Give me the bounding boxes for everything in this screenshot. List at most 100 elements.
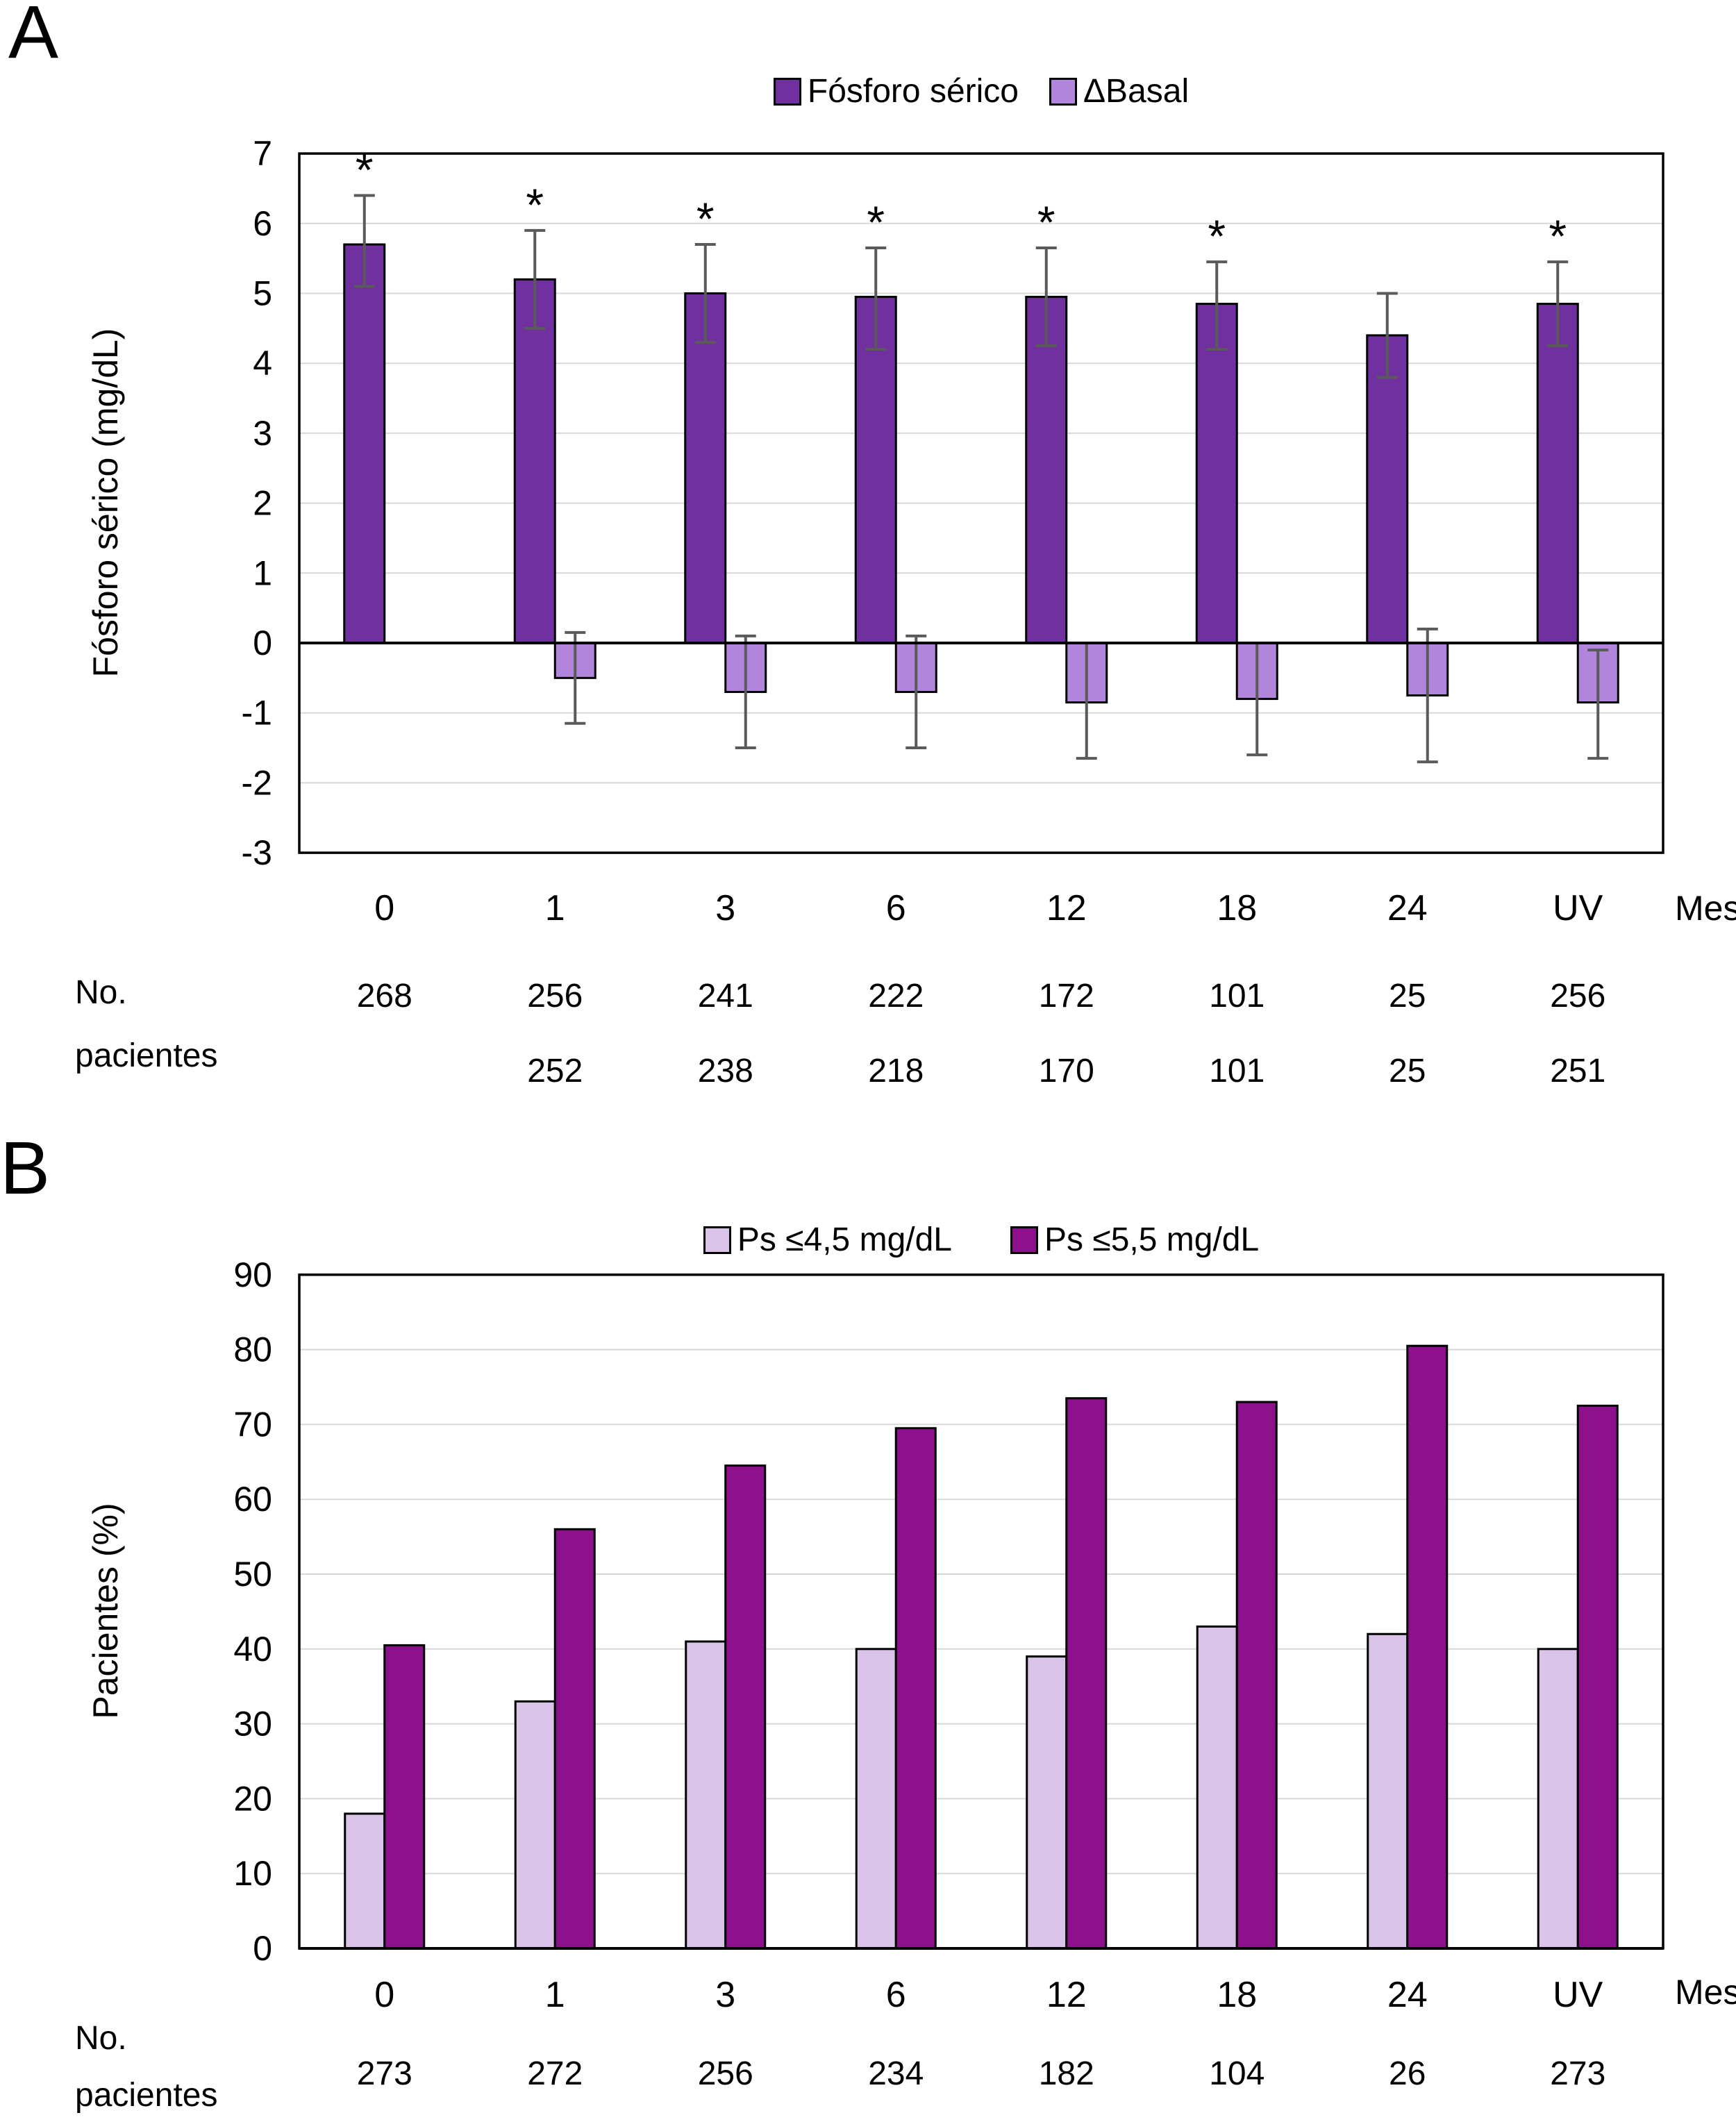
patient-count: 234 <box>868 2055 924 2092</box>
x-tick-label: 18 <box>1217 1975 1257 2015</box>
bar-series2-18 <box>1235 1401 1278 1950</box>
bar-series1-UV <box>1536 303 1579 644</box>
bar-series1-24 <box>1366 334 1409 644</box>
significance-star: * <box>356 144 374 196</box>
x-tick-label: 0 <box>374 888 394 928</box>
y-tick-label: 80 <box>233 1330 272 1369</box>
significance-star: * <box>1549 210 1567 262</box>
x-tick-label: 6 <box>886 1975 906 2015</box>
bar-series1-1 <box>514 1700 556 1950</box>
x-tick-label: 1 <box>545 1975 565 2015</box>
patient-count: 101 <box>1209 1053 1265 1089</box>
legend-item-2: Ps ≤5,5 mg/dL <box>1010 1223 1259 1257</box>
x-tick-label: 3 <box>715 1975 735 2015</box>
y-tick-label: -1 <box>242 694 272 733</box>
legend-panel-a: Fósforo sérico ΔBasal <box>299 74 1663 110</box>
x-tick-label: 18 <box>1217 888 1257 928</box>
significance-star: * <box>1208 210 1226 262</box>
y-tick-label: 10 <box>233 1854 272 1893</box>
bar-series2-12 <box>1065 1397 1108 1950</box>
y-tick-label: -3 <box>242 833 272 872</box>
x-tick-label: 3 <box>715 888 735 928</box>
y-tick-label: 60 <box>233 1480 272 1519</box>
bar-series1-0 <box>343 243 386 644</box>
patient-count: 218 <box>868 1053 924 1089</box>
patient-count: 256 <box>527 978 583 1014</box>
bar-series2-6 <box>894 1427 937 1950</box>
x-tick-label: UV <box>1553 888 1603 928</box>
patients-label-line1-a: No. <box>75 974 127 1011</box>
patient-count: 238 <box>698 1053 753 1089</box>
bar-series1-UV <box>1537 1648 1579 1950</box>
bar-series1-3 <box>684 292 727 644</box>
y-tick-label: 1 <box>253 553 272 592</box>
bar-series1-12 <box>1025 296 1068 644</box>
x-tick-label: UV <box>1553 1975 1603 2015</box>
y-tick-label: 2 <box>253 484 272 523</box>
legend-label: Ps ≤4,5 mg/dL <box>737 1221 952 1258</box>
y-tick-label: 70 <box>233 1405 272 1444</box>
bar-series1-1 <box>513 278 556 644</box>
bar-series1-24 <box>1367 1632 1409 1950</box>
patient-count: 241 <box>698 978 753 1014</box>
significance-star: * <box>867 197 885 248</box>
y-tick-label: 5 <box>253 274 272 313</box>
patients-label-line2-b: pacientes <box>75 2077 218 2114</box>
patient-count: 170 <box>1039 1053 1094 1089</box>
patient-count: 26 <box>1389 2055 1426 2092</box>
legend-panel-b: Ps ≤4,5 mg/dL Ps ≤5,5 mg/dL <box>299 1222 1663 1258</box>
x-tick-label: 24 <box>1387 888 1428 928</box>
x-axis-unit-label: Mes <box>1675 1973 1736 2012</box>
legend-item-2: ΔBasal <box>1049 75 1189 108</box>
x-tick-label: 12 <box>1046 1975 1087 2015</box>
y-tick-label: 7 <box>253 134 272 173</box>
patient-count: 25 <box>1389 1053 1426 1089</box>
y-tick-label: 4 <box>253 344 272 383</box>
legend-label: Ps ≤5,5 mg/dL <box>1044 1221 1260 1258</box>
y-tick-label: 40 <box>233 1630 272 1669</box>
patient-count: 172 <box>1039 978 1094 1014</box>
legend-label: ΔBasal <box>1083 73 1190 110</box>
legend-swatch-icon <box>1049 78 1077 106</box>
significance-star: * <box>1037 197 1055 248</box>
legend-item-1: Fósforo sérico <box>773 75 1019 108</box>
bar-series2-1 <box>553 1528 596 1950</box>
plot-border <box>298 1273 1664 1950</box>
panel-b-label: B <box>0 1126 51 1210</box>
bar-series1-12 <box>1026 1655 1068 1950</box>
bar-series2-UV <box>1576 1404 1619 1950</box>
patient-count: 256 <box>698 2055 753 2092</box>
patient-count: 256 <box>1550 978 1605 1014</box>
y-tick-label: 0 <box>253 624 272 662</box>
y-tick-label: 6 <box>253 204 272 243</box>
patient-count: 252 <box>527 1053 583 1089</box>
patient-count: 273 <box>1550 2055 1605 2092</box>
patient-count: 251 <box>1550 1053 1605 1089</box>
bar-series1-0 <box>344 1812 386 1950</box>
y-axis-title-b: Pacientes (%) <box>86 1503 125 1719</box>
plot-border <box>298 152 1664 854</box>
x-tick-label: 12 <box>1046 888 1087 928</box>
y-tick-label: 50 <box>233 1555 272 1594</box>
significance-star: * <box>526 179 544 231</box>
patient-count: 272 <box>527 2055 583 2092</box>
y-tick-label: 0 <box>253 1929 272 1968</box>
y-tick-label: -2 <box>242 763 272 802</box>
bar-series1-6 <box>854 296 897 644</box>
legend-swatch-icon <box>773 78 801 106</box>
y-tick-label: 90 <box>233 1255 272 1294</box>
legend-swatch-icon <box>1010 1226 1038 1254</box>
bar-series1-3 <box>685 1640 727 1950</box>
patient-count: 101 <box>1209 978 1265 1014</box>
y-tick-label: 3 <box>253 414 272 453</box>
patients-label-line1-b: No. <box>75 2020 127 2057</box>
x-tick-label: 24 <box>1387 1975 1428 2015</box>
patient-count: 268 <box>357 978 412 1014</box>
significance-star: * <box>696 193 715 244</box>
y-tick-label: 30 <box>233 1705 272 1744</box>
patient-count: 25 <box>1389 978 1426 1014</box>
legend-item-1: Ps ≤4,5 mg/dL <box>703 1223 952 1257</box>
x-axis-unit-label: Mes <box>1675 889 1736 928</box>
x-tick-label: 0 <box>374 1975 394 2015</box>
